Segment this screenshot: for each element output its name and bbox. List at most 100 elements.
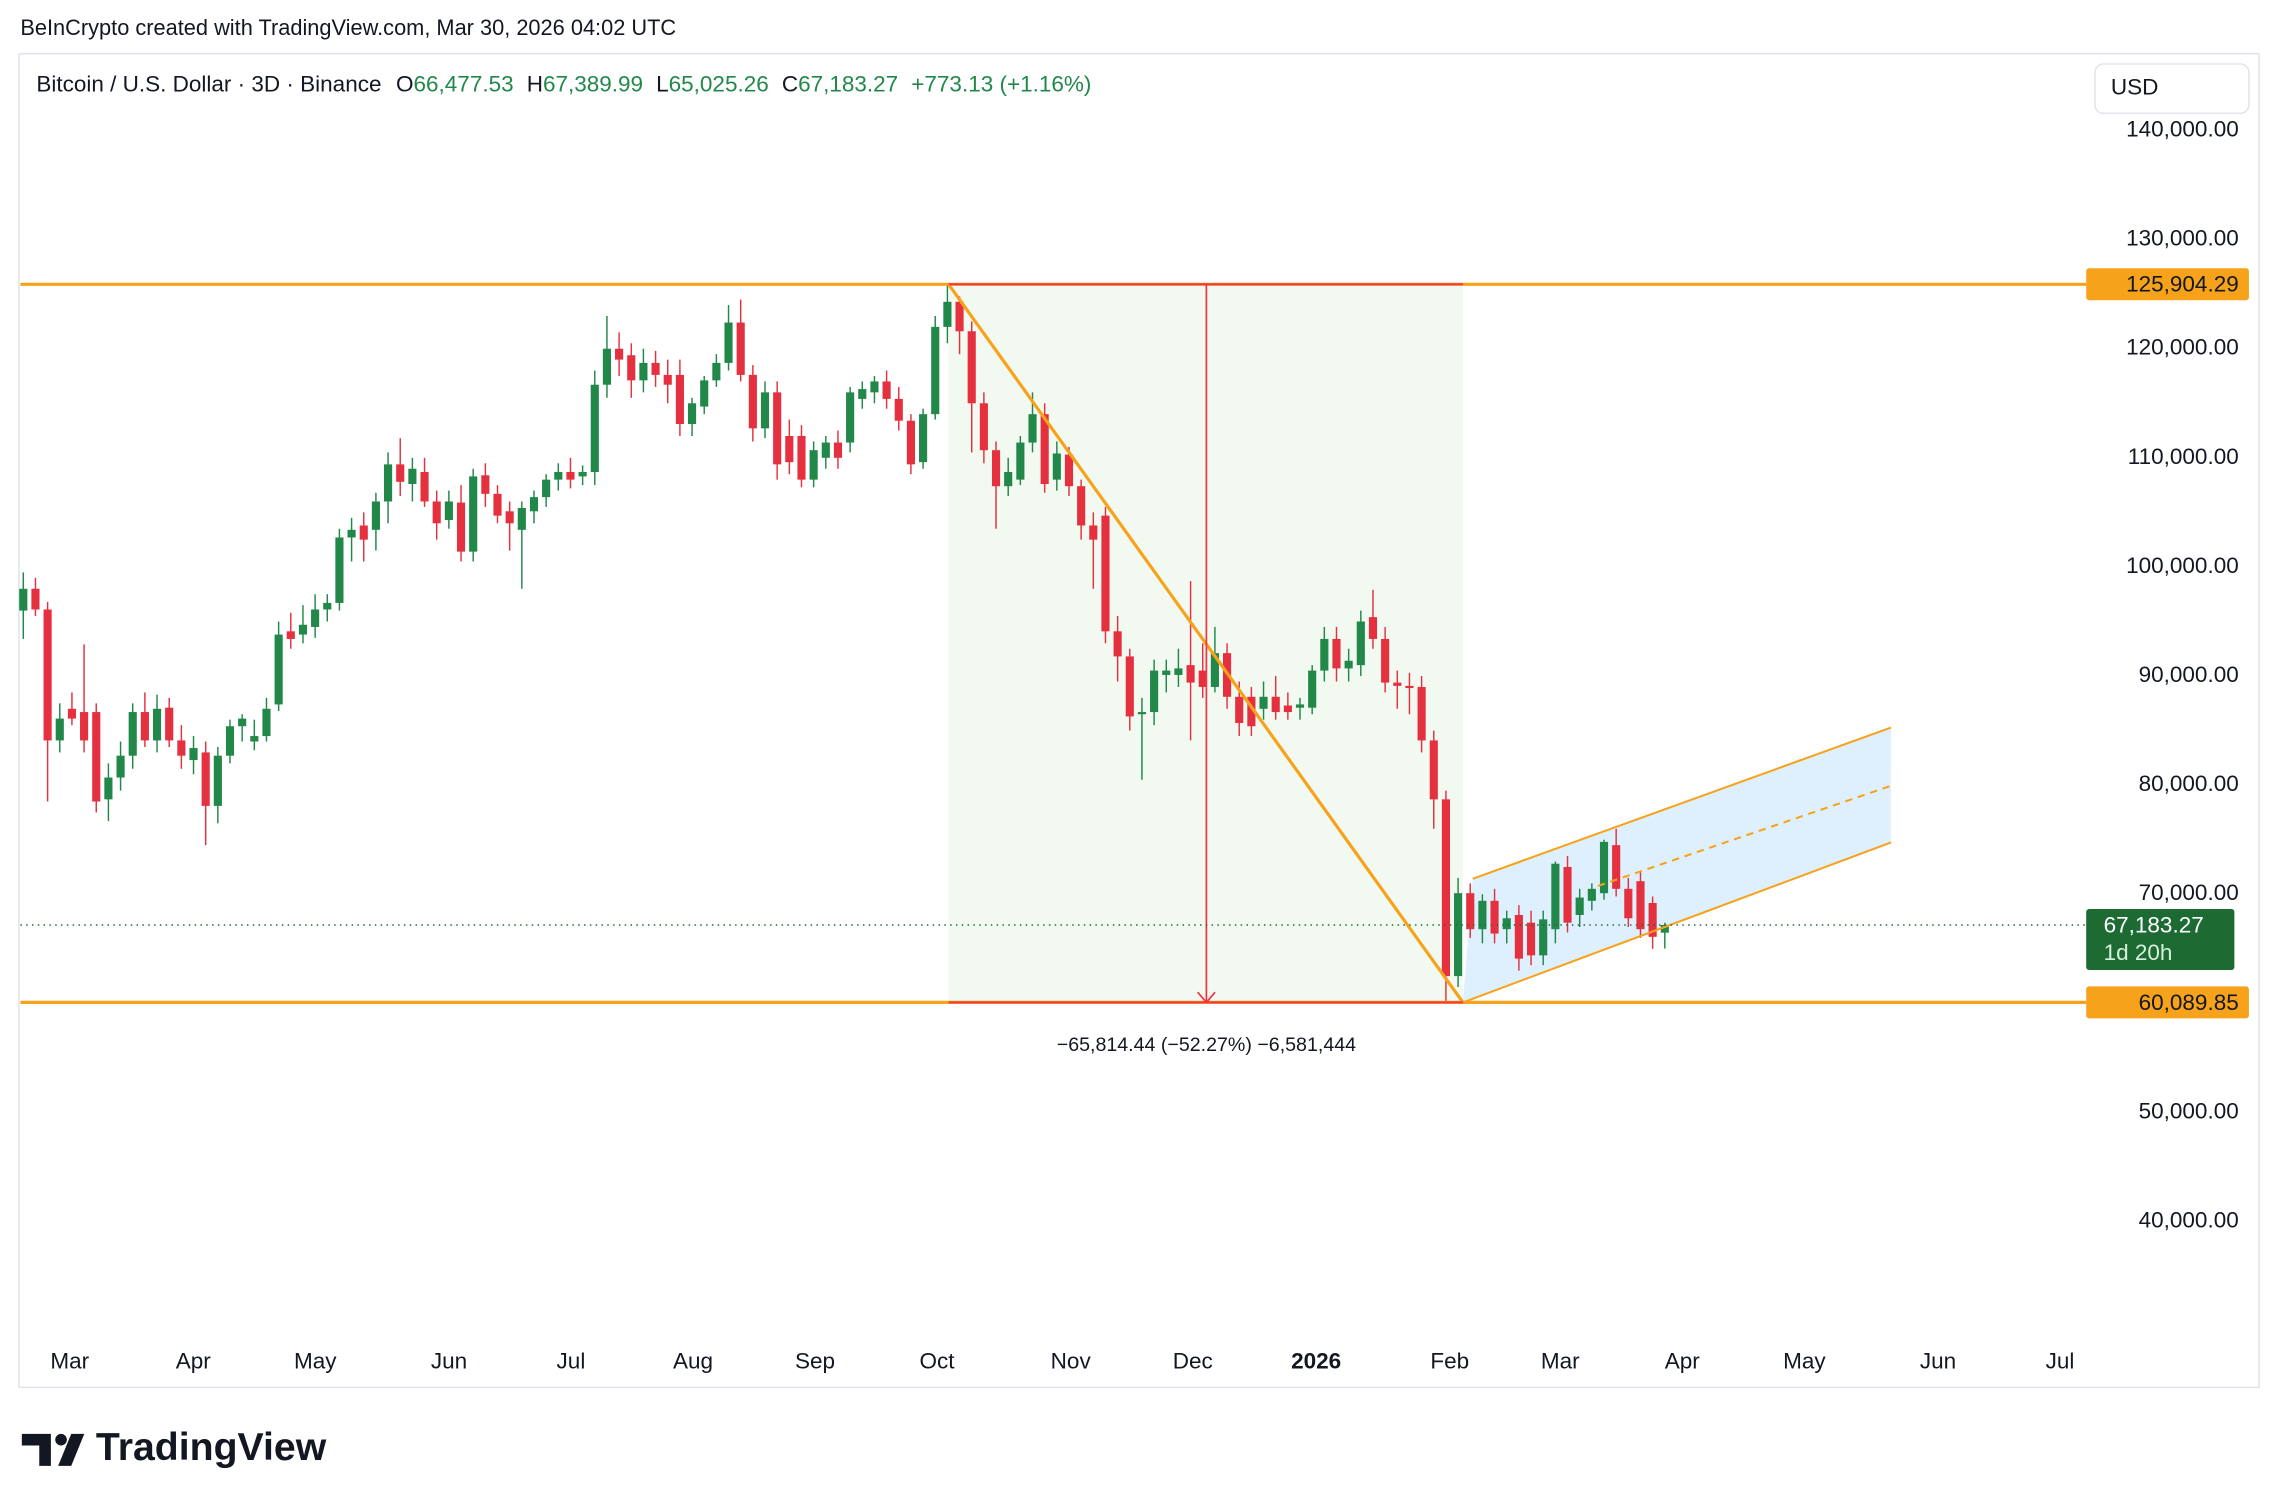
candle-body bbox=[493, 493, 502, 516]
y-tick-label: 50,000.00 bbox=[2139, 1098, 2239, 1123]
candle-body bbox=[1563, 866, 1572, 923]
candle-body bbox=[298, 624, 308, 635]
level-label-box bbox=[2086, 986, 2249, 1019]
channel-fill bbox=[1462, 727, 1891, 1003]
candle-body bbox=[1198, 670, 1207, 687]
x-tick-label: Nov bbox=[1051, 1349, 1092, 1374]
candle-body bbox=[919, 414, 928, 463]
candle-body bbox=[189, 748, 198, 761]
x-tick-label: Oct bbox=[920, 1349, 956, 1374]
candle-body bbox=[675, 374, 684, 424]
x-tick-label: Dec bbox=[1173, 1349, 1213, 1374]
candle-body bbox=[1624, 888, 1633, 919]
candle-body bbox=[627, 355, 636, 381]
candle-body bbox=[250, 736, 259, 742]
currency-label[interactable]: USD bbox=[2111, 75, 2159, 100]
candle-body bbox=[517, 508, 526, 530]
candle-body bbox=[931, 326, 940, 415]
header-text: L bbox=[656, 72, 669, 97]
x-tick-label: May bbox=[294, 1349, 337, 1374]
candle-body bbox=[663, 374, 672, 385]
y-tick-label: 110,000.00 bbox=[2128, 444, 2239, 469]
candle-body bbox=[1077, 486, 1086, 526]
level-label: 125,904.29 bbox=[2126, 272, 2239, 297]
candle-body bbox=[384, 464, 393, 502]
x-tick-label: Jun bbox=[1920, 1349, 1956, 1374]
candle-body bbox=[1417, 686, 1426, 741]
candle-body bbox=[700, 380, 709, 407]
x-tick-label: 2026 bbox=[1291, 1349, 1341, 1374]
x-tick-label: Mar bbox=[1541, 1349, 1580, 1374]
logo-mark bbox=[55, 1433, 67, 1446]
candle-body bbox=[1466, 893, 1475, 930]
header-text: C bbox=[782, 72, 798, 97]
candle-body bbox=[882, 381, 891, 399]
measure-label: −65,814.44 (−52.27%) −6,581,444 bbox=[1057, 1034, 1356, 1056]
x-tick-label: May bbox=[1783, 1349, 1826, 1374]
candle-body bbox=[1247, 696, 1256, 727]
brand-logo bbox=[21, 1433, 85, 1466]
bar-countdown: 1d 20h bbox=[2104, 940, 2173, 965]
candle-body bbox=[116, 755, 125, 778]
x-tick-label: Feb bbox=[1430, 1349, 1469, 1374]
x-tick-label: Mar bbox=[50, 1349, 89, 1374]
candle-body bbox=[1028, 414, 1037, 443]
candle-body bbox=[1210, 653, 1219, 687]
candle-body bbox=[104, 777, 113, 800]
candle-body bbox=[238, 718, 247, 727]
y-tick-label: 100,000.00 bbox=[2126, 553, 2239, 578]
channel-lower bbox=[1462, 841, 1892, 1004]
candle-body bbox=[323, 602, 332, 610]
candle-body bbox=[408, 468, 417, 485]
candle-body bbox=[602, 348, 612, 385]
chart-frame bbox=[18, 53, 2260, 1389]
candle-body bbox=[554, 472, 563, 480]
candle-body bbox=[858, 389, 867, 399]
candle-body bbox=[1004, 472, 1013, 487]
candle-body bbox=[1502, 918, 1511, 930]
candle-body bbox=[359, 525, 368, 540]
candle-body bbox=[1636, 881, 1645, 930]
plot-area bbox=[19, 282, 2087, 1004]
candle-body bbox=[955, 301, 964, 332]
candle-body bbox=[1089, 525, 1098, 540]
candle-body bbox=[712, 362, 721, 381]
candle-body bbox=[1368, 617, 1378, 639]
candle-body bbox=[1052, 453, 1061, 480]
x-tick-label: Sep bbox=[795, 1349, 835, 1374]
candle-body bbox=[1405, 685, 1414, 689]
candle-body bbox=[687, 403, 697, 424]
x-tick-label: Jun bbox=[431, 1349, 467, 1374]
brand-name: TradingView bbox=[96, 1425, 327, 1469]
candle-body bbox=[1393, 682, 1402, 686]
candle-body bbox=[396, 464, 405, 482]
candle-body bbox=[651, 362, 660, 375]
candle-body bbox=[67, 708, 76, 719]
header-text: Bitcoin / U.S. Dollar · 3D · Binance bbox=[36, 72, 381, 97]
candle-body bbox=[432, 501, 441, 524]
candle-body bbox=[1612, 845, 1621, 889]
candle-body bbox=[1454, 893, 1463, 977]
last-price-label: 67,183.27 bbox=[2104, 912, 2204, 937]
candle-body bbox=[1162, 670, 1171, 675]
candle-body bbox=[1490, 900, 1499, 934]
logo-mark bbox=[58, 1433, 85, 1466]
y-tick-label: 90,000.00 bbox=[2139, 662, 2239, 687]
y-tick-label: 130,000.00 bbox=[2126, 226, 2239, 251]
y-tick-label: 140,000.00 bbox=[2126, 116, 2239, 141]
candle-body bbox=[1599, 841, 1609, 894]
candle-body bbox=[943, 301, 952, 327]
header-text: +773.13 (+1.16%) bbox=[911, 72, 1091, 97]
currency-button[interactable] bbox=[2094, 63, 2250, 115]
candle-body bbox=[80, 712, 89, 741]
candle-body bbox=[1478, 900, 1487, 930]
candle-body bbox=[615, 348, 624, 360]
header-text: 67,183.27 bbox=[798, 72, 898, 97]
candle-body bbox=[1283, 705, 1292, 713]
candle-body bbox=[152, 708, 162, 741]
candle-body bbox=[1295, 704, 1305, 708]
candle-body bbox=[529, 497, 539, 512]
candle-body bbox=[1320, 638, 1329, 671]
candle-body bbox=[542, 479, 551, 498]
